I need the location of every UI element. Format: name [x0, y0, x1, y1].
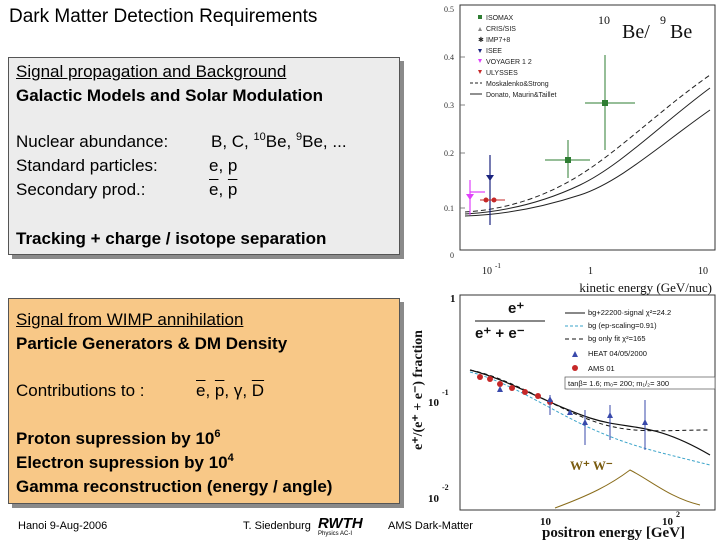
- nuclear-abundance-value: B, C, 10Be, 9Be, ...: [211, 131, 347, 152]
- propagation-heading: Signal propagation and Background: [16, 62, 287, 81]
- standard-particles-value: e, p: [209, 156, 238, 175]
- legend-voyager: VOYAGER 1 2: [486, 59, 532, 66]
- be-data-points: [466, 55, 635, 225]
- pos-xtick-10: 10: [540, 516, 552, 528]
- be-ytick-0: 0: [450, 251, 454, 260]
- be-ytick-0.5: 0.5: [444, 5, 454, 14]
- be-xtick-0.1-base: 10: [482, 266, 492, 277]
- nuclear-abundance-label: Nuclear abundance:: [16, 132, 169, 151]
- pos-ytick-1: 1: [450, 293, 456, 305]
- contributions-value: e, p, γ, D: [196, 381, 265, 400]
- donato-curve-upper: [464, 87, 711, 215]
- ww-curve: [554, 469, 701, 509]
- electron-suppression: Electron supression by 104: [16, 452, 234, 473]
- svg-text:HEAT 04/05/2000: HEAT 04/05/2000: [588, 349, 647, 358]
- be-xtick-1: 1: [588, 266, 593, 277]
- pos-xtick-100-exp: 2: [676, 510, 680, 519]
- wimp-heading: Signal from WIMP annihilation: [16, 310, 244, 329]
- legend-imp: IMP7+8: [486, 37, 510, 44]
- wimp-box: [8, 298, 400, 504]
- be-ytick-0.2: 0.2: [444, 149, 454, 158]
- bg-only-curve: [469, 369, 711, 432]
- be-xlabel: kinetic energy (GeV/nuc): [579, 280, 712, 295]
- moskalenko-curve: [464, 74, 711, 213]
- svg-text:e⁺: e⁺: [508, 300, 524, 317]
- svg-text:bg only fit χ²=165: bg only fit χ²=165: [588, 334, 646, 343]
- footer-author: T. Siedenburg: [243, 520, 311, 532]
- pos-ytick-0.1-base: 10: [428, 397, 440, 409]
- footer-location-date: Hanoi 9-Aug-2006: [18, 520, 108, 532]
- svg-text:9: 9: [660, 13, 666, 27]
- svg-text:✱: ✱: [478, 36, 484, 44]
- gamma-reconstruction: Gamma reconstruction (energy / angle): [16, 477, 333, 496]
- pos-ytick-0.01-exp: -2: [442, 483, 449, 492]
- isee-point: [486, 175, 494, 181]
- legend-moskalenko: Moskalenko&Strong: [486, 81, 549, 88]
- svg-text:bg (ep-scaling=0.91): bg (ep-scaling=0.91): [588, 321, 657, 330]
- proton-suppression: Proton supression by 106: [16, 428, 221, 449]
- be-plot-title: 10 Be/ 9 Be: [598, 13, 692, 43]
- be-ytick-0.3: 0.3: [444, 101, 454, 110]
- positron-data-points: [477, 374, 648, 450]
- be-plot-frame: [459, 4, 716, 251]
- pos-xtick-100-base: 10: [662, 516, 674, 528]
- svg-text:Be/: Be/: [622, 21, 650, 43]
- contributions-label: Contributions to :: [16, 381, 145, 400]
- positron-legend: bg+22200·signal χ²=24.2 bg (ep-scaling=0…: [564, 308, 716, 390]
- standard-particles-label: Standard particles:: [16, 156, 158, 175]
- slide-title: Dark Matter Detection Requirements: [9, 6, 318, 27]
- positron-fraction-plot: e⁺/(e⁺ + e⁻) fraction e⁺ e⁺ + e⁻ 1 10 -1…: [411, 293, 716, 540]
- svg-text:10: 10: [598, 13, 610, 27]
- generators-line: Particle Generators & DM Density: [16, 334, 288, 353]
- propagation-box: [8, 57, 400, 255]
- svg-text:e⁺ + e⁻: e⁺ + e⁻: [475, 325, 525, 342]
- svg-text:AMS 01: AMS 01: [588, 364, 615, 373]
- bg-signal-curve: [469, 369, 711, 456]
- tracking-line: Tracking + charge / isotope separation: [16, 229, 327, 248]
- donato-curve-lower: [464, 109, 711, 217]
- legend-isee: ISEE: [486, 48, 502, 55]
- legend-cris: CRIS/SIS: [486, 26, 516, 33]
- ww-label: W⁺ W⁻: [570, 458, 613, 473]
- legend-isomax: ISOMAX: [486, 15, 514, 22]
- positron-ratio-formula: e⁺ e⁺ + e⁻: [475, 300, 545, 342]
- footer-topic: AMS Dark-Matter: [388, 520, 473, 532]
- secondary-prod-label: Secondary prod.:: [16, 180, 146, 199]
- be-xtick-0.1-exp: -1: [495, 262, 501, 270]
- svg-text:tanβ= 1.6; m₀= 200; m₁/₂= 300: tanβ= 1.6; m₀= 200; m₁/₂= 300: [568, 379, 669, 388]
- legend-donato: Donato, Maurin&Taillet: [486, 92, 556, 99]
- rwth-logo: RWTH Physics AC-I: [318, 515, 363, 537]
- legend-ulysses: ULYSSES: [486, 70, 518, 77]
- pos-ytick-0.01-base: 10: [428, 493, 440, 505]
- positron-plot-frame: [459, 294, 716, 511]
- svg-text:Be: Be: [670, 21, 692, 43]
- positron-ylabel: e⁺/(e⁺ + e⁻) fraction: [411, 330, 426, 450]
- be-ytick-0.1: 0.1: [444, 204, 454, 213]
- be-xtick-10: 10: [698, 266, 708, 277]
- be-ytick-0.4: 0.4: [444, 53, 454, 62]
- positron-xlabel: positron energy [GeV]: [542, 525, 685, 540]
- voyager-point: [466, 194, 474, 200]
- secondary-prod-value: e, p: [209, 180, 238, 199]
- svg-text:bg+22200·signal χ²=24.2: bg+22200·signal χ²=24.2: [588, 308, 671, 317]
- bg-ep-curve: [469, 371, 711, 466]
- be-ratio-plot: 0.5 0.4 0.3 0.2 0.1 0 ISOMAX CRIS/SIS: [444, 4, 716, 295]
- pos-ytick-0.1-exp: -1: [442, 388, 449, 397]
- galactic-models-line: Galactic Models and Solar Modulation: [16, 86, 323, 105]
